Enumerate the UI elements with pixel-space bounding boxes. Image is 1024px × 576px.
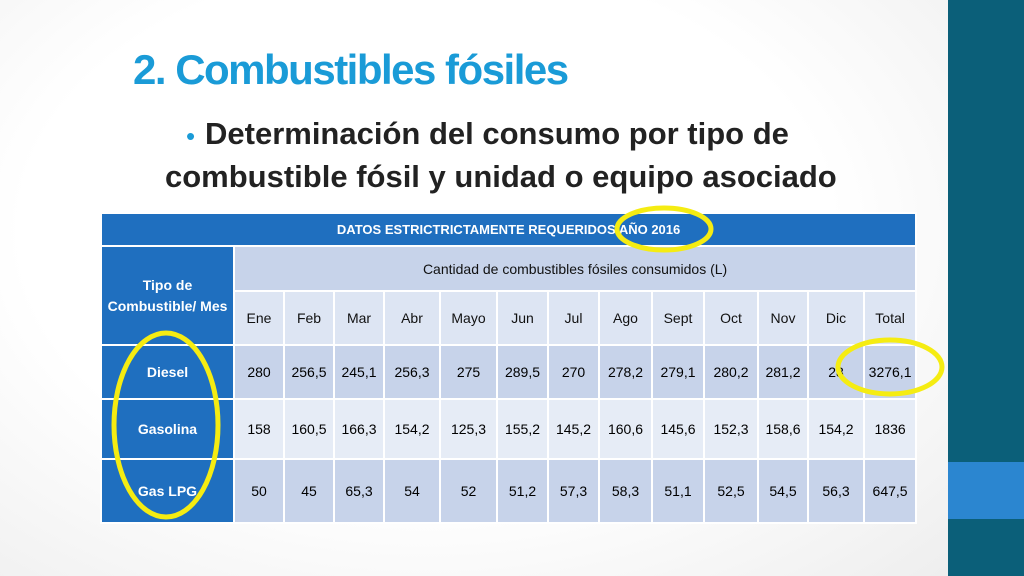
month-header: Sept (651, 290, 705, 346)
table-header: DATOS ESTRICTRICTAMENTE REQUERIDOS AÑO 2… (99, 212, 918, 247)
table-cell: 160,6 (598, 398, 653, 460)
table-cell-total: 1836 (862, 398, 918, 460)
table-row-diesel: Diesel 280 256,5 245,1 256,3 275 289,5 2… (100, 344, 918, 400)
table-cell: 245,1 (333, 344, 385, 400)
table-cell: 279,1 (651, 344, 705, 400)
month-header-total: Total (862, 290, 918, 346)
table-cell: 50 (233, 458, 285, 524)
table-cell: 145,6 (651, 398, 705, 460)
table-cell: 256,5 (283, 344, 335, 400)
table-cell: 51,1 (651, 458, 705, 524)
table-cell: 281,2 (757, 344, 809, 400)
row-label: Gasolina (100, 398, 235, 460)
slide-title: 2. Combustibles fósiles (133, 46, 569, 93)
table-cell: 56,3 (807, 458, 865, 524)
table-cell: 57,3 (547, 458, 600, 524)
month-header: Jun (496, 290, 549, 346)
table-cell: 145,2 (547, 398, 600, 460)
month-header: Mar (333, 290, 385, 346)
month-header: Abr (383, 290, 441, 346)
table-cell: 280,2 (703, 344, 759, 400)
table-cell: 160,5 (283, 398, 335, 460)
table-cell: 52 (439, 458, 498, 524)
table-cell: 152,3 (703, 398, 759, 460)
table-cell: 58,3 (598, 458, 653, 524)
table-cell: 54 (383, 458, 441, 524)
month-header: Dic (807, 290, 865, 346)
table-cell: 158,6 (757, 398, 809, 460)
month-header: Jul (547, 290, 600, 346)
month-header: Ene (233, 290, 285, 346)
table-cell: 154,2 (807, 398, 865, 460)
table-cell: 256,3 (383, 344, 441, 400)
table-cell: 280 (233, 344, 285, 400)
month-header: Feb (283, 290, 335, 346)
table-row-gas-lpg: Gas LPG 50 45 65,3 54 52 51,2 57,3 58,3 … (100, 458, 918, 524)
table-cell: 154,2 (383, 398, 441, 460)
table-cell-total: 3276,1 (862, 344, 918, 400)
table-cell: 51,2 (496, 458, 549, 524)
table-cell: 45 (283, 458, 335, 524)
table-cell: 278,2 (598, 344, 653, 400)
side-accent-block (948, 462, 1024, 519)
fuel-consumption-table: DATOS ESTRICTRICTAMENTE REQUERIDOS AÑO 2… (99, 212, 918, 524)
table-cell: 54,5 (757, 458, 809, 524)
table-cell: 125,3 (439, 398, 498, 460)
table-cell: 166,3 (333, 398, 385, 460)
bullet-text-line1: Determinación del consumo por tipo de (205, 116, 789, 151)
table-cell: 289,5 (496, 344, 549, 400)
bullet-text-line2: combustible fósil y unidad o equipo asoc… (165, 159, 837, 194)
table-cell: 155,2 (496, 398, 549, 460)
table-cell-total: 647,5 (862, 458, 918, 524)
table-cell: 270 (547, 344, 600, 400)
month-header: Oct (703, 290, 759, 346)
month-header: Mayo (439, 290, 498, 346)
table-cell: 28 (807, 344, 865, 400)
row-label: Diesel (100, 344, 235, 400)
group-header-cell: Cantidad de combustibles fósiles consumi… (232, 245, 918, 292)
row-header-cell: Tipo de Combustible/ Mes (100, 245, 235, 346)
table-cell: 158 (233, 398, 285, 460)
bullet-dot-icon: • (186, 121, 196, 151)
table-cell: 275 (439, 344, 498, 400)
month-header: Nov (757, 290, 809, 346)
row-label: Gas LPG (100, 458, 235, 524)
table-cell: 65,3 (333, 458, 385, 524)
table-cell: 52,5 (703, 458, 759, 524)
table-row-gasolina: Gasolina 158 160,5 166,3 154,2 125,3 155… (100, 398, 918, 460)
month-header: Ago (598, 290, 653, 346)
